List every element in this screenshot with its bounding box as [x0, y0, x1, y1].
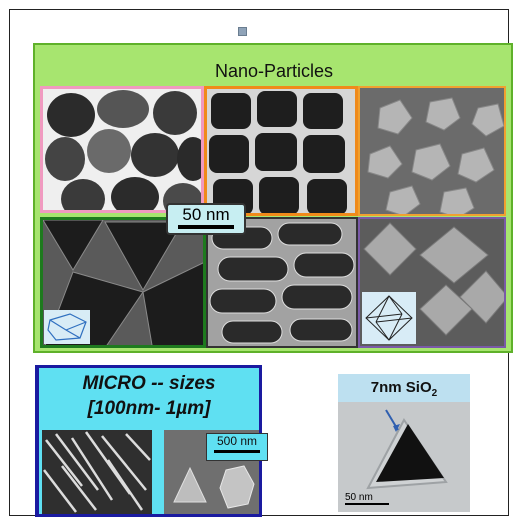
- tile-octahedra: [40, 217, 206, 348]
- micro-rods-image: [42, 430, 152, 514]
- tile-cubes: [204, 86, 358, 216]
- micro-scale-label: 500 nm: [216, 434, 258, 448]
- handle-icon: [238, 27, 247, 36]
- polyhedron-sketch-icon: [44, 310, 90, 344]
- tile-polyhedra: [358, 86, 506, 216]
- cubes-image: [207, 89, 355, 213]
- scale-bar-line: [178, 225, 234, 229]
- micro-title: MICRO -- sizes: [82, 373, 216, 394]
- sio2-scale-line: [345, 503, 389, 505]
- spheres-image: [43, 89, 201, 210]
- sio2-label-main: 7nm SiO: [370, 379, 432, 396]
- tile-rods: [206, 217, 358, 348]
- scale-bar-50nm: 50 nm: [166, 203, 246, 235]
- panel-title: Nano-Particles: [214, 61, 334, 81]
- sio2-label: 7nm SiO2: [338, 374, 470, 402]
- rods-image: [208, 219, 356, 346]
- octahedron-sketch-icon: [362, 292, 416, 344]
- micro-range: [100nm- 1µm]: [87, 398, 211, 419]
- scale-bar-500nm: 500 nm: [206, 433, 268, 461]
- sio2-scale-label: 50 nm: [345, 492, 373, 503]
- sio2-label-sub: 2: [431, 388, 438, 399]
- polyhedra-image: [360, 88, 504, 214]
- micro-scale-line: [214, 450, 260, 453]
- scale-bar-label: 50 nm: [182, 205, 230, 224]
- tile-spheres: [40, 86, 204, 213]
